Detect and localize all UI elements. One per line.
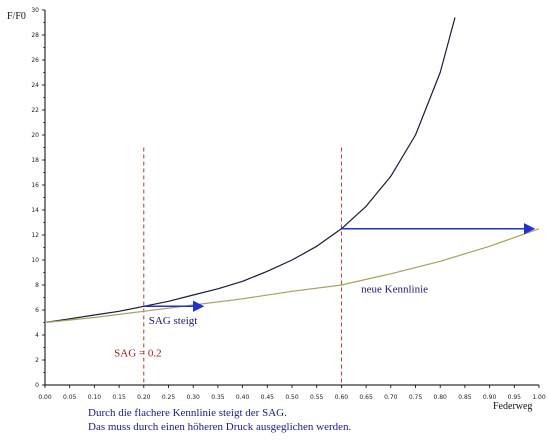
- caption-line-2: Das muss durch einen höheren Druck ausge…: [88, 421, 352, 433]
- x-tick-label: 0.90: [483, 394, 497, 401]
- y-tick-label: 24: [31, 82, 39, 89]
- y-tick-label: 0: [35, 382, 39, 389]
- y-tick-label: 16: [31, 182, 39, 189]
- x-tick-label: 0.65: [359, 394, 373, 401]
- y-tick-label: 18: [31, 157, 39, 164]
- series-lines: [44, 17, 540, 324]
- y-axis-title: F/F0: [7, 11, 26, 22]
- axes: [44, 10, 539, 386]
- x-tick-label: 0.55: [310, 394, 324, 401]
- x-tick-label: 0.25: [162, 394, 176, 401]
- y-tick-label: 4: [35, 332, 39, 339]
- x-tick-label: 0.80: [434, 394, 448, 401]
- y-tick-label: 8: [35, 282, 39, 289]
- x-tick-label: 0.70: [384, 394, 398, 401]
- reference-lines: [143, 147, 342, 385]
- x-tick-label: 0.85: [458, 394, 472, 401]
- chart-annotation: neue Kennlinie: [361, 284, 428, 296]
- chart-annotation: SAG = 0.2: [114, 347, 161, 359]
- x-tick-label: 0.35: [211, 394, 225, 401]
- caption: Durch die flachere Kennlinie steigt der …: [88, 406, 351, 434]
- y-tick-label: 6: [35, 307, 39, 314]
- y-tick-label: 10: [31, 257, 39, 264]
- x-tick-label: 0.75: [409, 394, 423, 401]
- x-tick-label: 0.30: [187, 394, 201, 401]
- x-tick-label: 0.10: [88, 394, 102, 401]
- y-tick-label: 14: [31, 207, 39, 214]
- x-tick-label: 0.95: [508, 394, 522, 401]
- y-tick-label: 20: [31, 132, 39, 139]
- y-tick-label: 2: [35, 357, 39, 364]
- original-curve: [44, 17, 456, 324]
- x-tick-label: 0.05: [63, 394, 77, 401]
- x-axis-title: Federweg: [493, 401, 532, 412]
- x-tick-label: 0.60: [335, 394, 349, 401]
- y-tick-label: 30: [31, 7, 39, 14]
- x-tick-label: 0.40: [236, 394, 250, 401]
- annotations: SAG steigt SAG = 0.2 neue Kennlinie: [114, 284, 428, 360]
- y-tick-label: 28: [31, 32, 39, 39]
- x-tick-label: 0.50: [285, 394, 299, 401]
- arrows: [143, 223, 536, 312]
- x-tick-label: 0.45: [261, 394, 275, 401]
- x-tick-label: 1.00: [532, 394, 546, 401]
- x-tick-label: 0.15: [112, 394, 126, 401]
- y-tick-label: 26: [31, 57, 39, 64]
- x-tick-label: 0.00: [38, 394, 52, 401]
- chart-annotation: SAG steigt: [149, 315, 198, 327]
- x-tick-label: 0.20: [137, 394, 151, 401]
- caption-line-1: Durch die flachere Kennlinie steigt der …: [88, 407, 287, 419]
- y-tick-label: 12: [31, 232, 39, 239]
- y-tick-label: 22: [31, 107, 39, 114]
- new-curve: [44, 228, 540, 324]
